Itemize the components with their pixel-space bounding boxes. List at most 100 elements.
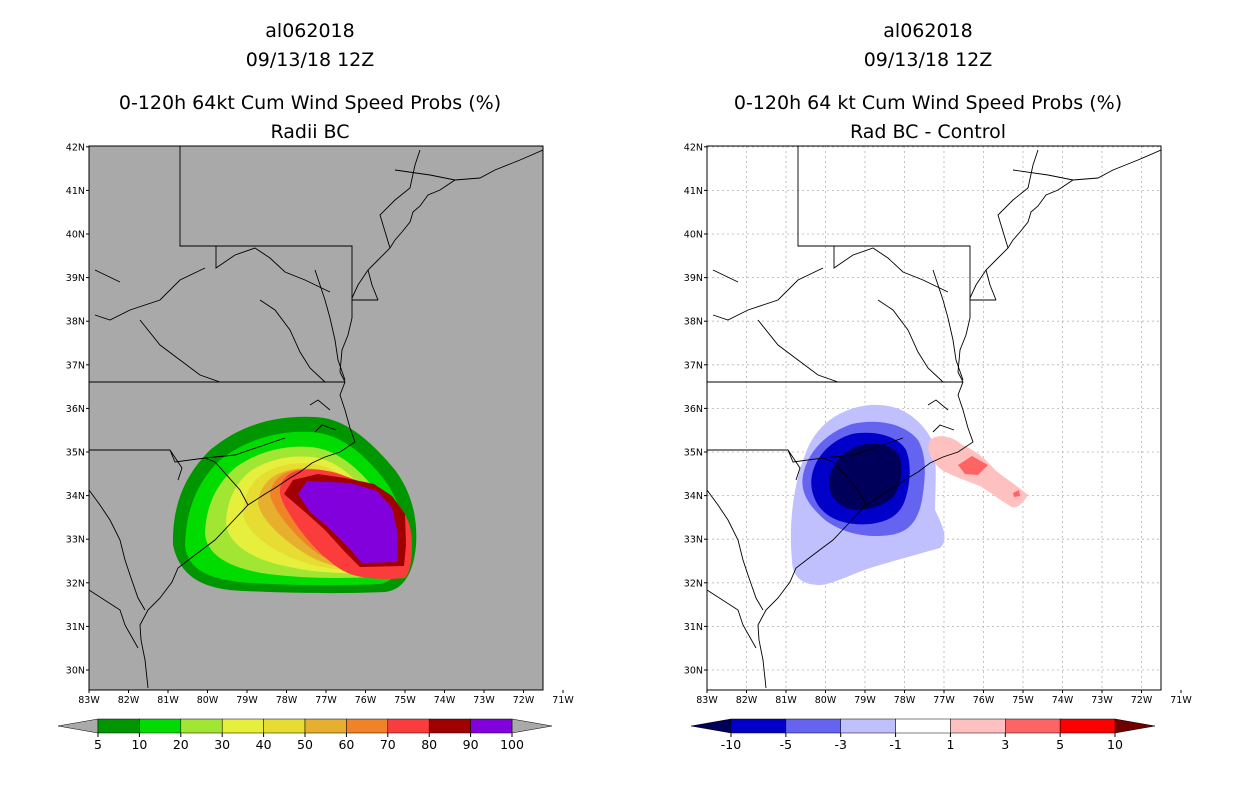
right-colorbar-swatch bbox=[785, 718, 841, 734]
right-colorbar-swatch bbox=[895, 718, 951, 734]
left-title-product: 0-120h 64kt Cum Wind Speed Probs (%) bbox=[119, 92, 501, 114]
right-lat-label: 38N bbox=[684, 317, 703, 328]
right-colorbar: -10 -5 -3 -1 1 3 5 10 bbox=[690, 718, 1156, 752]
left-lon-label: 74W bbox=[434, 695, 456, 706]
right-lon-label: 71W bbox=[1170, 695, 1192, 706]
left-lat-label: 33N bbox=[66, 535, 85, 546]
right-lon-label: 78W bbox=[894, 695, 916, 706]
left-colorbar-label: 5 bbox=[94, 737, 102, 752]
right-lat-label: 37N bbox=[684, 360, 703, 371]
left-colorbar-label: 10 bbox=[131, 737, 147, 752]
left-lat-label: 42N bbox=[66, 142, 85, 153]
left-lon-label: 72W bbox=[513, 695, 535, 706]
right-lon-label: 80W bbox=[815, 695, 837, 706]
right-title-run: Rad BC - Control bbox=[850, 121, 1006, 143]
left-colorbar-swatch bbox=[97, 718, 140, 734]
right-lat-label: 31N bbox=[684, 622, 703, 633]
left-lat-label: 30N bbox=[66, 666, 85, 677]
right-lat-label: 41N bbox=[684, 186, 703, 197]
left-colorbar-swatch bbox=[304, 718, 347, 734]
left-title-date: 09/13/18 12Z bbox=[246, 49, 375, 71]
right-colorbar-swatch bbox=[950, 718, 1006, 734]
right-colorbar-over-arrow bbox=[1114, 718, 1156, 734]
right-map-background bbox=[707, 146, 1161, 690]
left-colorbar-label: 70 bbox=[380, 737, 396, 752]
right-lon-label: 81W bbox=[775, 695, 797, 706]
left-colorbar-label: 90 bbox=[463, 737, 479, 752]
right-lon-label: 73W bbox=[1091, 695, 1113, 706]
right-lon-label: 72W bbox=[1131, 695, 1153, 706]
right-lon-label: 83W bbox=[696, 695, 718, 706]
left-lon-label: 82W bbox=[118, 695, 140, 706]
right-colorbar-label: 10 bbox=[1107, 737, 1123, 752]
left-colorbar-swatch bbox=[263, 718, 306, 734]
left-colorbar-label: 60 bbox=[338, 737, 354, 752]
left-lat-label: 34N bbox=[66, 491, 85, 502]
right-lat-label: 34N bbox=[684, 491, 703, 502]
left-colorbar-swatch bbox=[221, 718, 264, 734]
right-lon-label: 82W bbox=[736, 695, 758, 706]
left-colorbar: 5 10 20 30 40 50 60 70 80 90 100 bbox=[57, 718, 553, 752]
left-lat-label: 41N bbox=[66, 186, 85, 197]
left-lon-label: 81W bbox=[157, 695, 179, 706]
right-colorbar-label: 1 bbox=[946, 737, 954, 752]
right-contour-pos3 bbox=[958, 456, 988, 475]
right-colorbar-label: 5 bbox=[1056, 737, 1064, 752]
left-lat-label: 31N bbox=[66, 622, 85, 633]
right-colorbar-swatch bbox=[1005, 718, 1061, 734]
left-contour-90 bbox=[298, 481, 398, 563]
right-colorbar-label: -10 bbox=[721, 737, 741, 752]
left-title-storm: al062018 bbox=[265, 20, 354, 42]
left-colorbar-label: 30 bbox=[214, 737, 230, 752]
left-lon-label: 80W bbox=[197, 695, 219, 706]
right-coast-and-borders bbox=[707, 146, 1161, 689]
left-lat-label: 32N bbox=[66, 578, 85, 589]
right-lat-label: 32N bbox=[684, 578, 703, 589]
right-title-storm: al062018 bbox=[883, 20, 972, 42]
left-colorbar-swatch bbox=[346, 718, 389, 734]
left-colorbar-under-arrow bbox=[57, 718, 99, 734]
left-lon-label: 83W bbox=[78, 695, 100, 706]
right-lat-label: 36N bbox=[684, 404, 703, 415]
left-coast-and-borders bbox=[89, 146, 543, 689]
left-lat-label: 35N bbox=[66, 448, 85, 459]
right-difference-contours bbox=[790, 404, 1028, 585]
right-lon-label: 79W bbox=[854, 695, 876, 706]
right-lat-label: 30N bbox=[684, 666, 703, 677]
left-colorbar-swatch bbox=[470, 718, 513, 734]
left-colorbar-swatch bbox=[139, 718, 182, 734]
right-colorbar-swatch bbox=[1059, 718, 1116, 734]
right-lon-label: 77W bbox=[933, 695, 955, 706]
right-axis-ticks: 30N 31N 32N 33N 34N 35N 36N 37N 38N 39N 40N 41N 42N 8… bbox=[684, 142, 1193, 706]
right-title-date: 09/13/18 12Z bbox=[864, 49, 993, 71]
left-title-run: Radii BC bbox=[270, 121, 349, 143]
right-lat-label: 35N bbox=[684, 448, 703, 459]
right-colorbar-swatch bbox=[840, 718, 896, 734]
right-title-product: 0-120h 64 kt Cum Wind Speed Probs (%) bbox=[734, 92, 1122, 114]
right-panel: al062018 09/13/18 12Z 0-120h 64 kt Cum W… bbox=[684, 20, 1193, 706]
left-lon-label: 77W bbox=[315, 695, 337, 706]
right-colorbar-label: -3 bbox=[834, 737, 846, 752]
right-colorbar-label: -1 bbox=[889, 737, 901, 752]
left-colorbar-swatch bbox=[387, 718, 430, 734]
right-contour-pos3-spot bbox=[1013, 490, 1020, 497]
left-lon-label: 73W bbox=[473, 695, 495, 706]
right-colorbar-under-arrow bbox=[690, 718, 732, 734]
left-colorbar-over-arrow bbox=[511, 718, 553, 734]
left-lat-label: 36N bbox=[66, 404, 85, 415]
left-colorbar-label: 80 bbox=[421, 737, 437, 752]
right-lat-label: 40N bbox=[684, 230, 703, 241]
left-panel: al062018 09/13/18 12Z 0-120h 64kt Cum Wi… bbox=[66, 20, 575, 706]
right-colorbar-swatch bbox=[730, 718, 787, 734]
left-lat-label: 40N bbox=[66, 230, 85, 241]
right-lat-label: 39N bbox=[684, 273, 703, 284]
left-lon-label: 78W bbox=[276, 695, 298, 706]
right-colorbar-label: 3 bbox=[1001, 737, 1009, 752]
left-colorbar-swatch bbox=[180, 718, 223, 734]
right-lon-label: 76W bbox=[973, 695, 995, 706]
right-colorbar-label: -5 bbox=[780, 737, 792, 752]
left-colorbar-label: 40 bbox=[256, 737, 272, 752]
left-colorbar-label: 100 bbox=[500, 737, 524, 752]
left-axis-ticks: 30N 31N 32N 33N 34N 35N 36N 37N 38N 39N 40N 41N 42N 8… bbox=[66, 142, 575, 706]
left-lon-label: 79W bbox=[236, 695, 258, 706]
